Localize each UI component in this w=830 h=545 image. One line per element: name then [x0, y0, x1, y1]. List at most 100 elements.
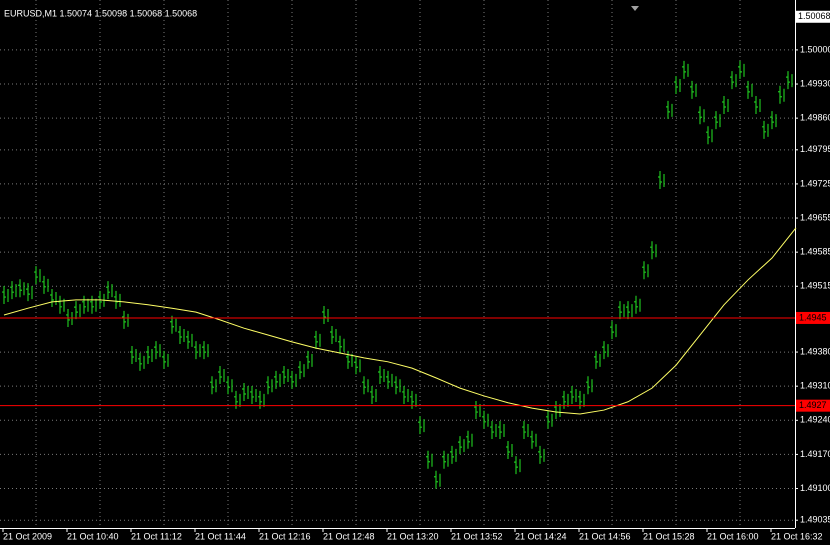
price-bar [506, 441, 513, 460]
x-tick-label: 21 Oct 10:40 [67, 531, 119, 541]
price-bar [282, 365, 289, 384]
price-bar [442, 450, 449, 469]
price-bar [130, 345, 137, 364]
price-bar [426, 450, 433, 469]
price-bar [522, 421, 529, 440]
price-bar [754, 95, 761, 114]
price-bar [210, 376, 217, 395]
price-bar [362, 376, 369, 395]
price-bar [746, 80, 753, 99]
price-bar [770, 111, 777, 130]
price-bar [322, 306, 329, 325]
x-tick-label: 21 Oct 16:00 [707, 531, 759, 541]
price-bar [106, 281, 113, 300]
price-bar [314, 330, 321, 349]
price-bar [186, 330, 193, 349]
price-bar [74, 301, 81, 320]
y-tick-label: 1.49100 [800, 483, 830, 493]
x-tick-label: 21 Oct 16:32 [771, 531, 823, 541]
price-bar [690, 80, 697, 99]
price-bar [298, 361, 305, 380]
y-tick-label: 1.50000 [800, 44, 830, 54]
chart-title: EURUSD,M1 1.50074 1.50098 1.50068 1.5006… [4, 8, 197, 18]
price-bar [538, 445, 545, 464]
y-tick-label: 1.49930 [800, 78, 830, 88]
price-bar [170, 315, 177, 334]
price-bar [418, 416, 425, 435]
price-bar [554, 401, 561, 420]
price-bar [202, 341, 209, 360]
price-bar [50, 288, 57, 307]
level-label: 1.4927 [799, 400, 827, 410]
price-bar [386, 370, 393, 389]
price-bar [34, 266, 41, 285]
price-bar [530, 430, 537, 449]
price-bar [154, 341, 161, 360]
price-bar [698, 106, 705, 125]
price-bar [714, 111, 721, 130]
price-bar [218, 365, 225, 384]
y-tick-label: 1.49795 [800, 144, 830, 154]
price-bar [738, 60, 745, 79]
price-bar [722, 95, 729, 114]
price-label: 1.50068 [798, 11, 830, 21]
price-bar [642, 261, 649, 280]
price-bar [474, 401, 481, 420]
y-tick-label: 1.49725 [800, 178, 830, 188]
price-bar [194, 341, 201, 360]
price-bar [666, 100, 673, 119]
level-label-box [796, 399, 830, 412]
price-bar [346, 350, 353, 369]
price-bar [778, 85, 785, 104]
price-bar [2, 286, 9, 305]
price-bar [162, 350, 169, 369]
shift-marker [631, 6, 639, 11]
price-bar [354, 356, 361, 375]
x-tick-label: 21 Oct 14:24 [515, 531, 567, 541]
price-bar [466, 430, 473, 449]
price-label-box [796, 10, 830, 23]
price-bar [258, 390, 265, 409]
price-bar [378, 365, 385, 384]
price-bar [458, 436, 465, 455]
x-tick-label: 21 Oct 13:20 [387, 531, 439, 541]
price-bar [658, 171, 665, 190]
price-bar [266, 376, 273, 395]
price-bar [626, 301, 633, 320]
x-tick-label: 21 Oct 2009 [3, 531, 52, 541]
price-bar [26, 283, 33, 302]
price-bar [634, 295, 641, 314]
price-bar [450, 445, 457, 464]
price-bar [394, 376, 401, 395]
price-bar [274, 370, 281, 389]
price-bar [18, 279, 25, 298]
price-bar [402, 385, 409, 404]
price-bar [650, 241, 657, 260]
y-tick-label: 1.49240 [800, 415, 830, 425]
price-bar [682, 60, 689, 79]
level-label: 1.4945 [799, 312, 827, 322]
price-bar [610, 321, 617, 340]
price-bar [434, 470, 441, 489]
price-bar [138, 352, 145, 371]
price-bar [490, 421, 497, 440]
price-bar [370, 385, 377, 404]
price-bar [482, 410, 489, 429]
x-tick-label: 21 Oct 11:12 [131, 531, 182, 541]
price-bar [786, 71, 793, 90]
price-bar [330, 326, 337, 345]
price-bar [602, 341, 609, 360]
y-tick-label: 1.49380 [800, 346, 830, 356]
x-tick-label: 21 Oct 11:44 [195, 531, 246, 541]
price-bar [290, 370, 297, 389]
moving-average [3, 227, 797, 415]
price-bar [146, 345, 153, 364]
price-bar [90, 295, 97, 314]
x-tick-label: 21 Oct 14:56 [579, 531, 631, 541]
y-tick-label: 1.49585 [800, 247, 830, 257]
price-bar [514, 456, 521, 475]
price-bar [546, 410, 553, 429]
price-bar [10, 281, 17, 300]
